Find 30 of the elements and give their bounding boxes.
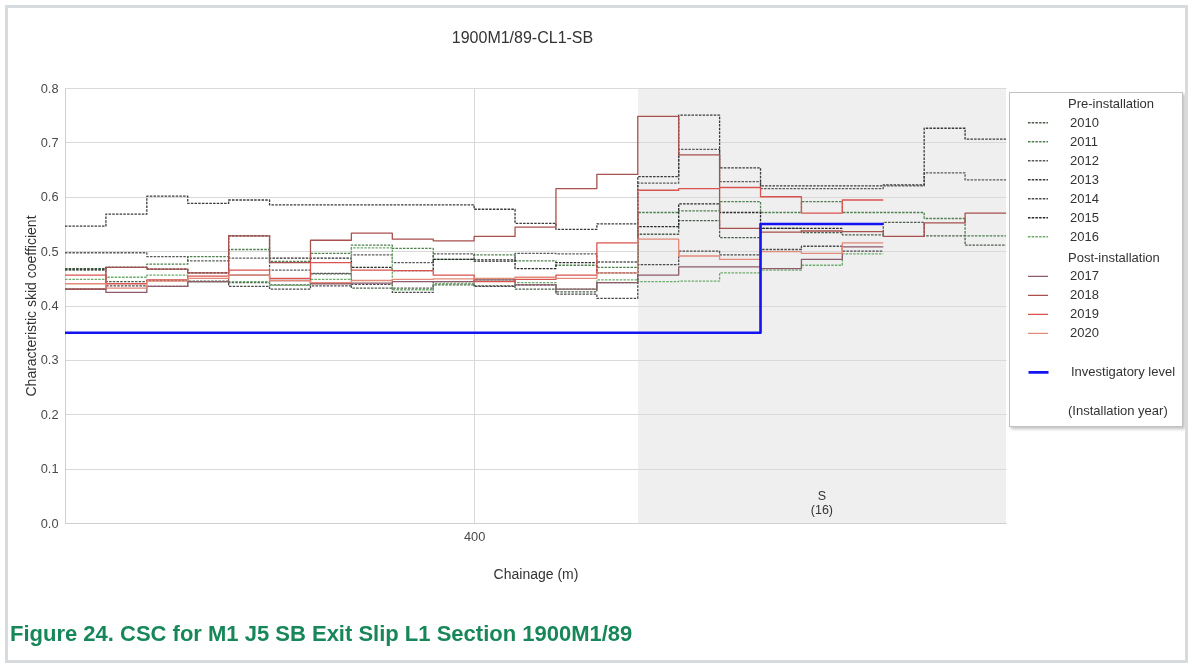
text: Pre-installation xyxy=(1068,96,1154,111)
x-axis-title: Chainage (m) xyxy=(493,566,579,583)
legend-label: 2016 xyxy=(1070,228,1099,244)
y-tick-label: 0.8 xyxy=(40,80,59,96)
legend-label: 2018 xyxy=(1070,287,1099,303)
annotation: S (16) xyxy=(810,489,834,517)
y-tick-label: 0.3 xyxy=(40,352,59,368)
y-tick-label: 0.2 xyxy=(40,406,59,422)
y-tick-label: 0.1 xyxy=(40,461,59,477)
y-axis-title: Characteristic skid coefficient xyxy=(22,215,39,397)
legend-label: 2011 xyxy=(1070,133,1098,149)
text: Post-installation xyxy=(1068,249,1160,265)
legend-label: 2014 xyxy=(1070,190,1099,206)
y-tick-label: 0.6 xyxy=(40,189,59,205)
legend-label: 2013 xyxy=(1070,171,1099,187)
text: (Installation year) xyxy=(1068,403,1168,419)
y-tick-label: 0.0 xyxy=(40,515,59,531)
legend-label: 2012 xyxy=(1070,152,1099,168)
x-tick-label: 400 xyxy=(463,528,486,544)
caption: Figure 24. CSC for M1 J5 SB Exit Slip L1 Section 1900M1/89 xyxy=(10,621,633,646)
legend-label: 2010 xyxy=(1070,114,1099,130)
y-tick-label: 0.7 xyxy=(40,134,59,150)
y-tick-label: 0.4 xyxy=(40,298,59,313)
legend-label: 2017 xyxy=(1070,268,1099,284)
legend-label: 2020 xyxy=(1070,325,1099,341)
legend-label: 2019 xyxy=(1070,306,1099,322)
y-tick-label: 0.5 xyxy=(40,243,59,259)
legend-label: Investigatory level xyxy=(1071,364,1176,380)
legend-label: 2015 xyxy=(1070,209,1099,225)
chart-title: 1900M1/89-CL1-SB xyxy=(451,29,594,46)
